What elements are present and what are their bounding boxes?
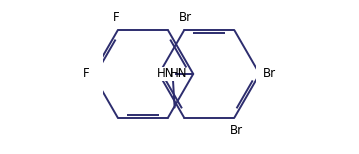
- Text: Br: Br: [179, 11, 192, 24]
- Text: Br: Br: [229, 124, 243, 137]
- Text: F: F: [113, 11, 120, 24]
- Text: HN: HN: [157, 67, 174, 80]
- Text: F: F: [83, 67, 89, 80]
- Text: Br: Br: [263, 67, 276, 80]
- Text: HN: HN: [170, 67, 188, 80]
